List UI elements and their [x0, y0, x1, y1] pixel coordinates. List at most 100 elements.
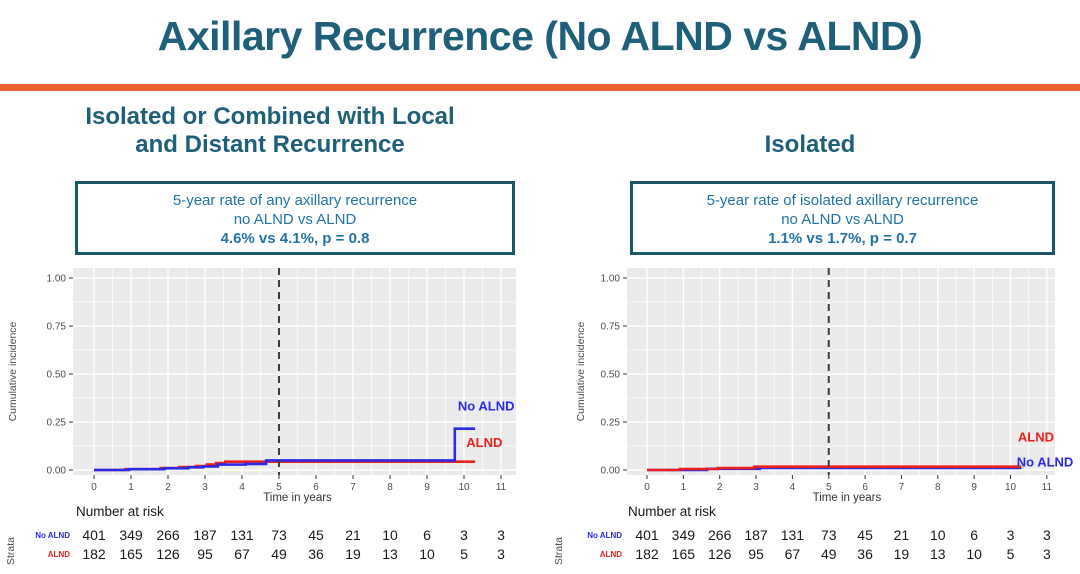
km-plot-left: 0 1 2 3 4 5 6 7 8 9 10 11 0.00 0.25 0.50 0.75 1.00 Time i…	[0, 256, 540, 506]
risk-value: 95	[748, 546, 764, 562]
risk-value: 21	[345, 527, 361, 543]
risk-value: 10	[382, 527, 398, 543]
x-tick-label: 7	[899, 482, 905, 493]
km-curve-no-alnd	[94, 427, 476, 472]
x-tick-label: 11	[1042, 482, 1053, 493]
y-tick-label: 0.75	[601, 322, 621, 333]
risk-row-label-alnd: ALND	[599, 550, 622, 559]
plot-panel	[73, 268, 516, 475]
risk-row-label-alnd: ALND	[47, 550, 70, 559]
risk-value: 401	[635, 527, 659, 543]
x-tick-label: 8	[387, 482, 393, 493]
y-tick-label: 1.00	[47, 274, 67, 285]
risk-value: 165	[671, 546, 696, 562]
risk-value: 187	[193, 527, 217, 543]
y-axis-title: Cumulative incidence	[7, 321, 19, 421]
y-tick-label: 0.00	[601, 466, 621, 477]
x-tick-label: 0	[644, 482, 650, 493]
right-subtitle: Isolated	[764, 131, 856, 158]
risk-value: 45	[308, 527, 324, 543]
risk-value: 10	[419, 546, 435, 562]
plot-panel	[627, 268, 1055, 475]
x-tick-label: 1	[681, 482, 687, 493]
risk-value: 3	[1006, 527, 1015, 543]
x-tick-label: 6	[313, 482, 319, 493]
x-tick-label: 5	[276, 482, 282, 493]
page-title: Axillary Recurrence (No ALND vs ALND)	[157, 13, 923, 59]
risk-row-label-no-alnd: No ALND	[587, 531, 622, 540]
x-tick-label: 2	[165, 482, 171, 493]
risk-value: 266	[708, 527, 732, 543]
curve-label-alnd: ALND	[1018, 429, 1054, 444]
x-tick-label: 5	[826, 482, 832, 493]
curve-label-no-alnd: No ALND	[458, 399, 515, 414]
risk-value: 13	[930, 546, 946, 562]
risk-value: 21	[893, 527, 910, 543]
risk-value: 126	[708, 546, 732, 562]
risk-value: 131	[230, 527, 254, 543]
x-tick-label: 7	[350, 482, 356, 493]
strata-axis-label: Strata	[553, 536, 565, 565]
risk-value: 126	[156, 546, 180, 562]
risk-value: 73	[820, 527, 837, 543]
stat-line-2: no ALND vs ALND	[781, 211, 904, 228]
x-tick-label: 8	[935, 482, 941, 493]
risk-value: 95	[197, 546, 213, 562]
left-stat-box: 5-year rate of any axillary recurrence n…	[75, 181, 515, 255]
x-tick-label: 6	[862, 482, 868, 493]
risk-value: 3	[1042, 546, 1051, 562]
risk-value: 165	[119, 546, 143, 562]
x-tick-label: 4	[790, 482, 796, 493]
y-tick-label: 1.00	[601, 274, 621, 285]
risk-value: 131	[780, 527, 805, 543]
x-tick-label: 9	[424, 482, 430, 493]
risk-value: 401	[82, 527, 106, 543]
risk-value: 3	[460, 527, 468, 543]
risk-value: 266	[156, 527, 180, 543]
x-tick-label: 3	[202, 482, 208, 493]
km-plot-svg: 0 1 2 3 4 5 6 7 8 9 10 11 0.00 0.25 0.50 0.75 1.00 Time i…	[575, 268, 1074, 504]
right-chart-section: Isolated 5-year rate of isolated axillar…	[540, 0, 1080, 574]
risk-value: 349	[119, 527, 143, 543]
risk-value: 3	[1042, 527, 1051, 543]
risk-value: 349	[671, 527, 696, 543]
x-tick-label: 1	[128, 482, 134, 493]
risk-value: 3	[497, 527, 505, 543]
y-axis-title: Cumulative incidence	[575, 321, 587, 421]
km-curve-alnd	[647, 465, 1022, 472]
y-tick-label: 0.25	[601, 418, 621, 429]
x-axis-title: Time in years	[813, 492, 882, 504]
curve-label-alnd: ALND	[466, 435, 502, 450]
y-tick-label: 0.75	[47, 322, 67, 333]
left-subtitle: Isolated or Combined with Local and Dist…	[85, 103, 455, 159]
risk-value: 182	[82, 546, 106, 562]
km-plot-right: 0 1 2 3 4 5 6 7 8 9 10 11 0.00 0.25 0.50 0.75 1.00 Time i…	[540, 256, 1080, 506]
y-tick-label: 0.50	[47, 370, 67, 381]
risk-value: 13	[382, 546, 398, 562]
x-tick-label: 0	[91, 482, 97, 493]
risk-value: 10	[966, 546, 982, 562]
accent-divider	[0, 84, 1080, 91]
risk-value: 19	[345, 546, 361, 562]
risk-table-header: Number at risk	[628, 504, 716, 519]
right-stat-box: 5-year rate of isolated axillary recurre…	[630, 181, 1055, 255]
x-tick-label: 9	[971, 482, 977, 493]
km-plot-svg: 0 1 2 3 4 5 6 7 8 9 10 11 0.00 0.25 0.50 0.75 1.00 Time i…	[7, 268, 516, 504]
risk-value: 5	[460, 546, 468, 562]
risk-value: 10	[930, 527, 946, 543]
y-tick-label: 0.00	[47, 466, 67, 477]
curve-label-no-alnd: No ALND	[1017, 454, 1074, 469]
risk-value: 19	[893, 546, 910, 562]
risk-value: 5	[1006, 546, 1015, 562]
stat-line-2: no ALND vs ALND	[233, 211, 357, 228]
x-tick-label: 10	[458, 482, 470, 493]
risk-value: 73	[271, 527, 287, 543]
strata-axis-label: Strata	[5, 536, 17, 565]
risk-row-label-no-alnd: No ALND	[35, 531, 70, 540]
x-tick-label: 11	[496, 482, 507, 493]
y-tick-label: 0.50	[601, 370, 621, 381]
risk-value: 36	[857, 546, 873, 562]
risk-value: 45	[857, 527, 873, 543]
y-tick-label: 0.25	[47, 418, 67, 429]
x-axis-title: Time in years	[263, 492, 332, 504]
